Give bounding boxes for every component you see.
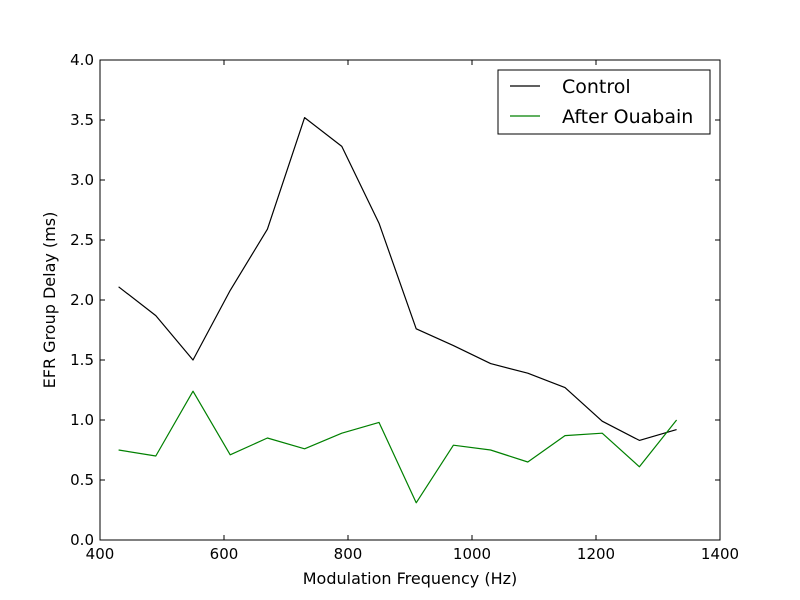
x-tick-label: 400 — [86, 545, 115, 563]
y-tick-label: 0.5 — [70, 471, 94, 489]
series-line-control — [118, 116, 677, 441]
y-tick-label: 1.5 — [70, 351, 94, 369]
series-layer — [118, 116, 678, 504]
legend: Control After Ouabain — [497, 69, 711, 135]
y-tick-label: 2.0 — [70, 291, 94, 309]
y-axis-title: EFR Group Delay (ms) — [40, 212, 59, 389]
y-tick-label: 3.5 — [70, 111, 94, 129]
x-tick-label: 800 — [334, 545, 363, 563]
y-axis-ticks: 0.0 0.5 1.0 1.5 2.0 2.5 3.0 3.5 4.0 — [70, 51, 720, 549]
x-tick-label: 1200 — [577, 545, 615, 563]
y-tick-label: 3.0 — [70, 171, 94, 189]
x-axis-title: Modulation Frequency (Hz) — [303, 569, 518, 588]
y-tick-label: 1.0 — [70, 411, 94, 429]
x-tick-label: 600 — [210, 545, 239, 563]
x-tick-label: 1400 — [701, 545, 739, 563]
series-line-after-ouabain — [118, 390, 678, 504]
x-axis-ticks: 400 600 800 1000 1200 1400 — [86, 60, 739, 563]
x-tick-label: 1000 — [453, 545, 491, 563]
legend-label: Control — [562, 76, 631, 98]
y-tick-label: 4.0 — [70, 51, 94, 69]
y-tick-label: 2.5 — [70, 231, 94, 249]
legend-box — [497, 69, 711, 135]
legend-label: After Ouabain — [562, 106, 693, 128]
y-tick-label: 0.0 — [70, 531, 94, 549]
